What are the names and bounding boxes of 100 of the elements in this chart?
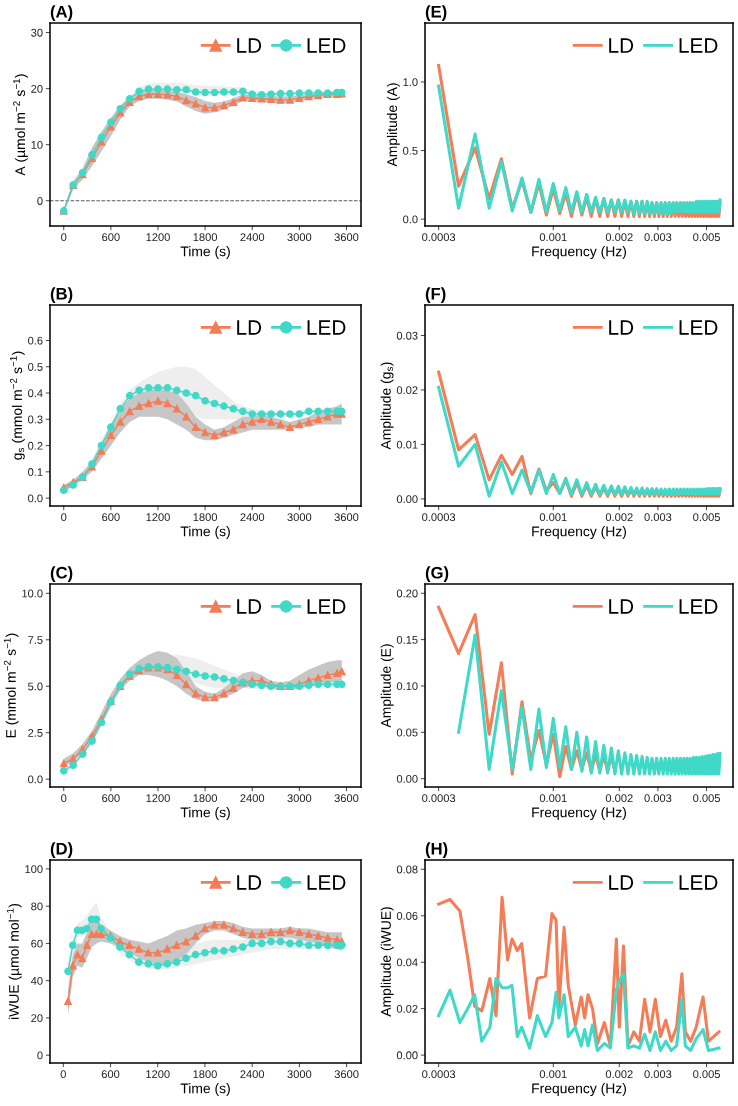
y-tick-label: 0.5 xyxy=(403,146,418,155)
y-axis-title: g$_{s}$ (mmol m$^{−2}$ s$^{−1}$) xyxy=(9,351,25,460)
y-tick-label: 7.5 xyxy=(28,636,43,644)
x-tick-label: 0.001 xyxy=(539,794,567,803)
x-tick-label: 0.005 xyxy=(693,794,720,803)
x-axis-title: Time (s) xyxy=(180,246,230,260)
y-tick-label: 0.20 xyxy=(396,589,418,598)
y-axis-title: Amplitude (g$_{s}$) xyxy=(380,362,394,450)
legend-label: LED xyxy=(679,320,718,335)
y-tick-label: 20 xyxy=(31,84,43,93)
x-axis-title: Time (s) xyxy=(180,526,230,540)
x-tick-label: 1800 xyxy=(193,1070,217,1079)
x-axis-title: Time (s) xyxy=(180,1083,230,1097)
x-tick-label: 0.003 xyxy=(644,513,672,522)
chart-title: (G) xyxy=(425,566,449,582)
legend-label: LED xyxy=(679,38,718,53)
x-tick-label: 0.002 xyxy=(605,1070,633,1079)
y-tick-label: 1.0 xyxy=(403,78,418,87)
x-tick-label: 600 xyxy=(102,233,120,242)
y-tick-label: 0.6 xyxy=(28,336,43,345)
x-tick-label: 0.003 xyxy=(644,233,672,242)
y-axis-title: E (mmol m$^{−2}$ s$^{−1}$) xyxy=(3,633,19,738)
chart-title: (A) xyxy=(50,5,73,21)
y-tick-label: 10.0 xyxy=(22,589,43,598)
y-tick-label: 0.15 xyxy=(396,635,418,644)
x-axis-title: Frequency (Hz) xyxy=(532,807,626,821)
x-tick-label: 600 xyxy=(101,1070,120,1079)
x-tick-label: 3000 xyxy=(287,1070,312,1079)
x-tick-label: 3600 xyxy=(334,1070,359,1079)
legend-label: LED xyxy=(307,875,346,890)
y-tick-label: 2.5 xyxy=(28,728,43,737)
legend-label: LD xyxy=(609,38,634,53)
x-tick-label: 600 xyxy=(102,794,120,803)
x-tick-label: 3000 xyxy=(287,794,312,803)
x-axis-title: Time (s) xyxy=(180,807,230,821)
x-tick-label: 0.002 xyxy=(605,233,633,242)
y-tick-label: 0 xyxy=(37,1051,43,1060)
y-tick-label: 0.06 xyxy=(396,912,418,920)
y-tick-label: 0.3 xyxy=(28,415,43,424)
y-tick-label: 0.02 xyxy=(396,386,418,395)
legend-label: LED xyxy=(679,875,718,890)
y-axis-title: Amplitude (iWUE) xyxy=(380,907,394,1017)
x-tick-label: 0.001 xyxy=(539,1070,567,1079)
x-tick-label: 0 xyxy=(61,233,67,242)
x-tick-label: 2400 xyxy=(240,233,265,242)
y-tick-label: 5.0 xyxy=(28,682,43,691)
legend-label: LD xyxy=(609,320,634,335)
y-tick-label: 0.08 xyxy=(396,865,418,874)
legend-label: LD xyxy=(237,38,262,53)
x-tick-label: 1200 xyxy=(146,1070,170,1079)
legend-label: LED xyxy=(307,38,346,53)
legend-label: LED xyxy=(679,599,718,614)
y-tick-label: 0.5 xyxy=(28,363,43,371)
legend-label: LD xyxy=(609,599,634,614)
y-tick-label: 0 xyxy=(37,197,43,205)
legend-label: LD xyxy=(237,599,262,614)
chart-title: (H) xyxy=(425,842,448,858)
x-tick-label: 1200 xyxy=(146,794,170,803)
legend-label: LD xyxy=(237,320,262,335)
x-tick-label: 0.0003 xyxy=(422,1070,456,1079)
x-tick-label: 0.002 xyxy=(605,794,633,803)
x-tick-label: 1200 xyxy=(146,513,170,522)
y-tick-label: 0.10 xyxy=(396,682,418,691)
y-tick-label: 10 xyxy=(31,140,43,149)
legend-label: LD xyxy=(609,875,634,890)
x-axis-title: Frequency (Hz) xyxy=(532,526,626,540)
x-tick-label: 3000 xyxy=(287,513,312,522)
x-tick-label: 600 xyxy=(102,513,120,522)
x-tick-label: 1200 xyxy=(146,233,170,242)
y-tick-label: 40 xyxy=(30,976,43,985)
y-tick-label: 0.00 xyxy=(396,774,418,783)
y-tick-label: 0.2 xyxy=(28,441,43,450)
x-tick-label: 0.0003 xyxy=(422,794,456,803)
y-tick-label: 0.0 xyxy=(28,494,43,503)
x-tick-label: 0.0003 xyxy=(422,233,456,242)
x-tick-label: 0.005 xyxy=(693,1070,720,1079)
chart-title: (E) xyxy=(425,5,447,21)
x-tick-label: 1800 xyxy=(193,513,218,522)
y-axis-title: A (µmol m$^{−2}$ s$^{−1}$) xyxy=(13,74,28,176)
x-tick-label: 0 xyxy=(60,1070,66,1079)
x-tick-label: 1800 xyxy=(193,233,218,242)
legend-label: LD xyxy=(237,875,262,890)
y-tick-label: 0.02 xyxy=(396,1004,418,1013)
y-tick-label: 80 xyxy=(31,902,43,911)
y-tick-label: 0.0 xyxy=(28,775,43,784)
y-tick-label: 30 xyxy=(31,28,43,37)
x-tick-label: 0.003 xyxy=(644,794,672,803)
y-tick-label: 0.1 xyxy=(28,468,43,476)
chart-title: (B) xyxy=(50,287,73,303)
x-tick-label: 2400 xyxy=(240,513,265,522)
x-tick-label: 1800 xyxy=(193,794,218,803)
x-tick-label: 0.001 xyxy=(539,513,567,522)
x-tick-label: 0.0003 xyxy=(422,513,456,522)
y-tick-label: 0.05 xyxy=(396,728,418,737)
x-tick-label: 2400 xyxy=(240,1070,265,1079)
y-tick-label: 0.03 xyxy=(396,331,418,340)
chart-title: (F) xyxy=(425,287,446,303)
y-tick-label: 0.4 xyxy=(28,389,43,398)
y-tick-label: 0.04 xyxy=(396,958,418,967)
x-tick-label: 2400 xyxy=(240,794,265,803)
